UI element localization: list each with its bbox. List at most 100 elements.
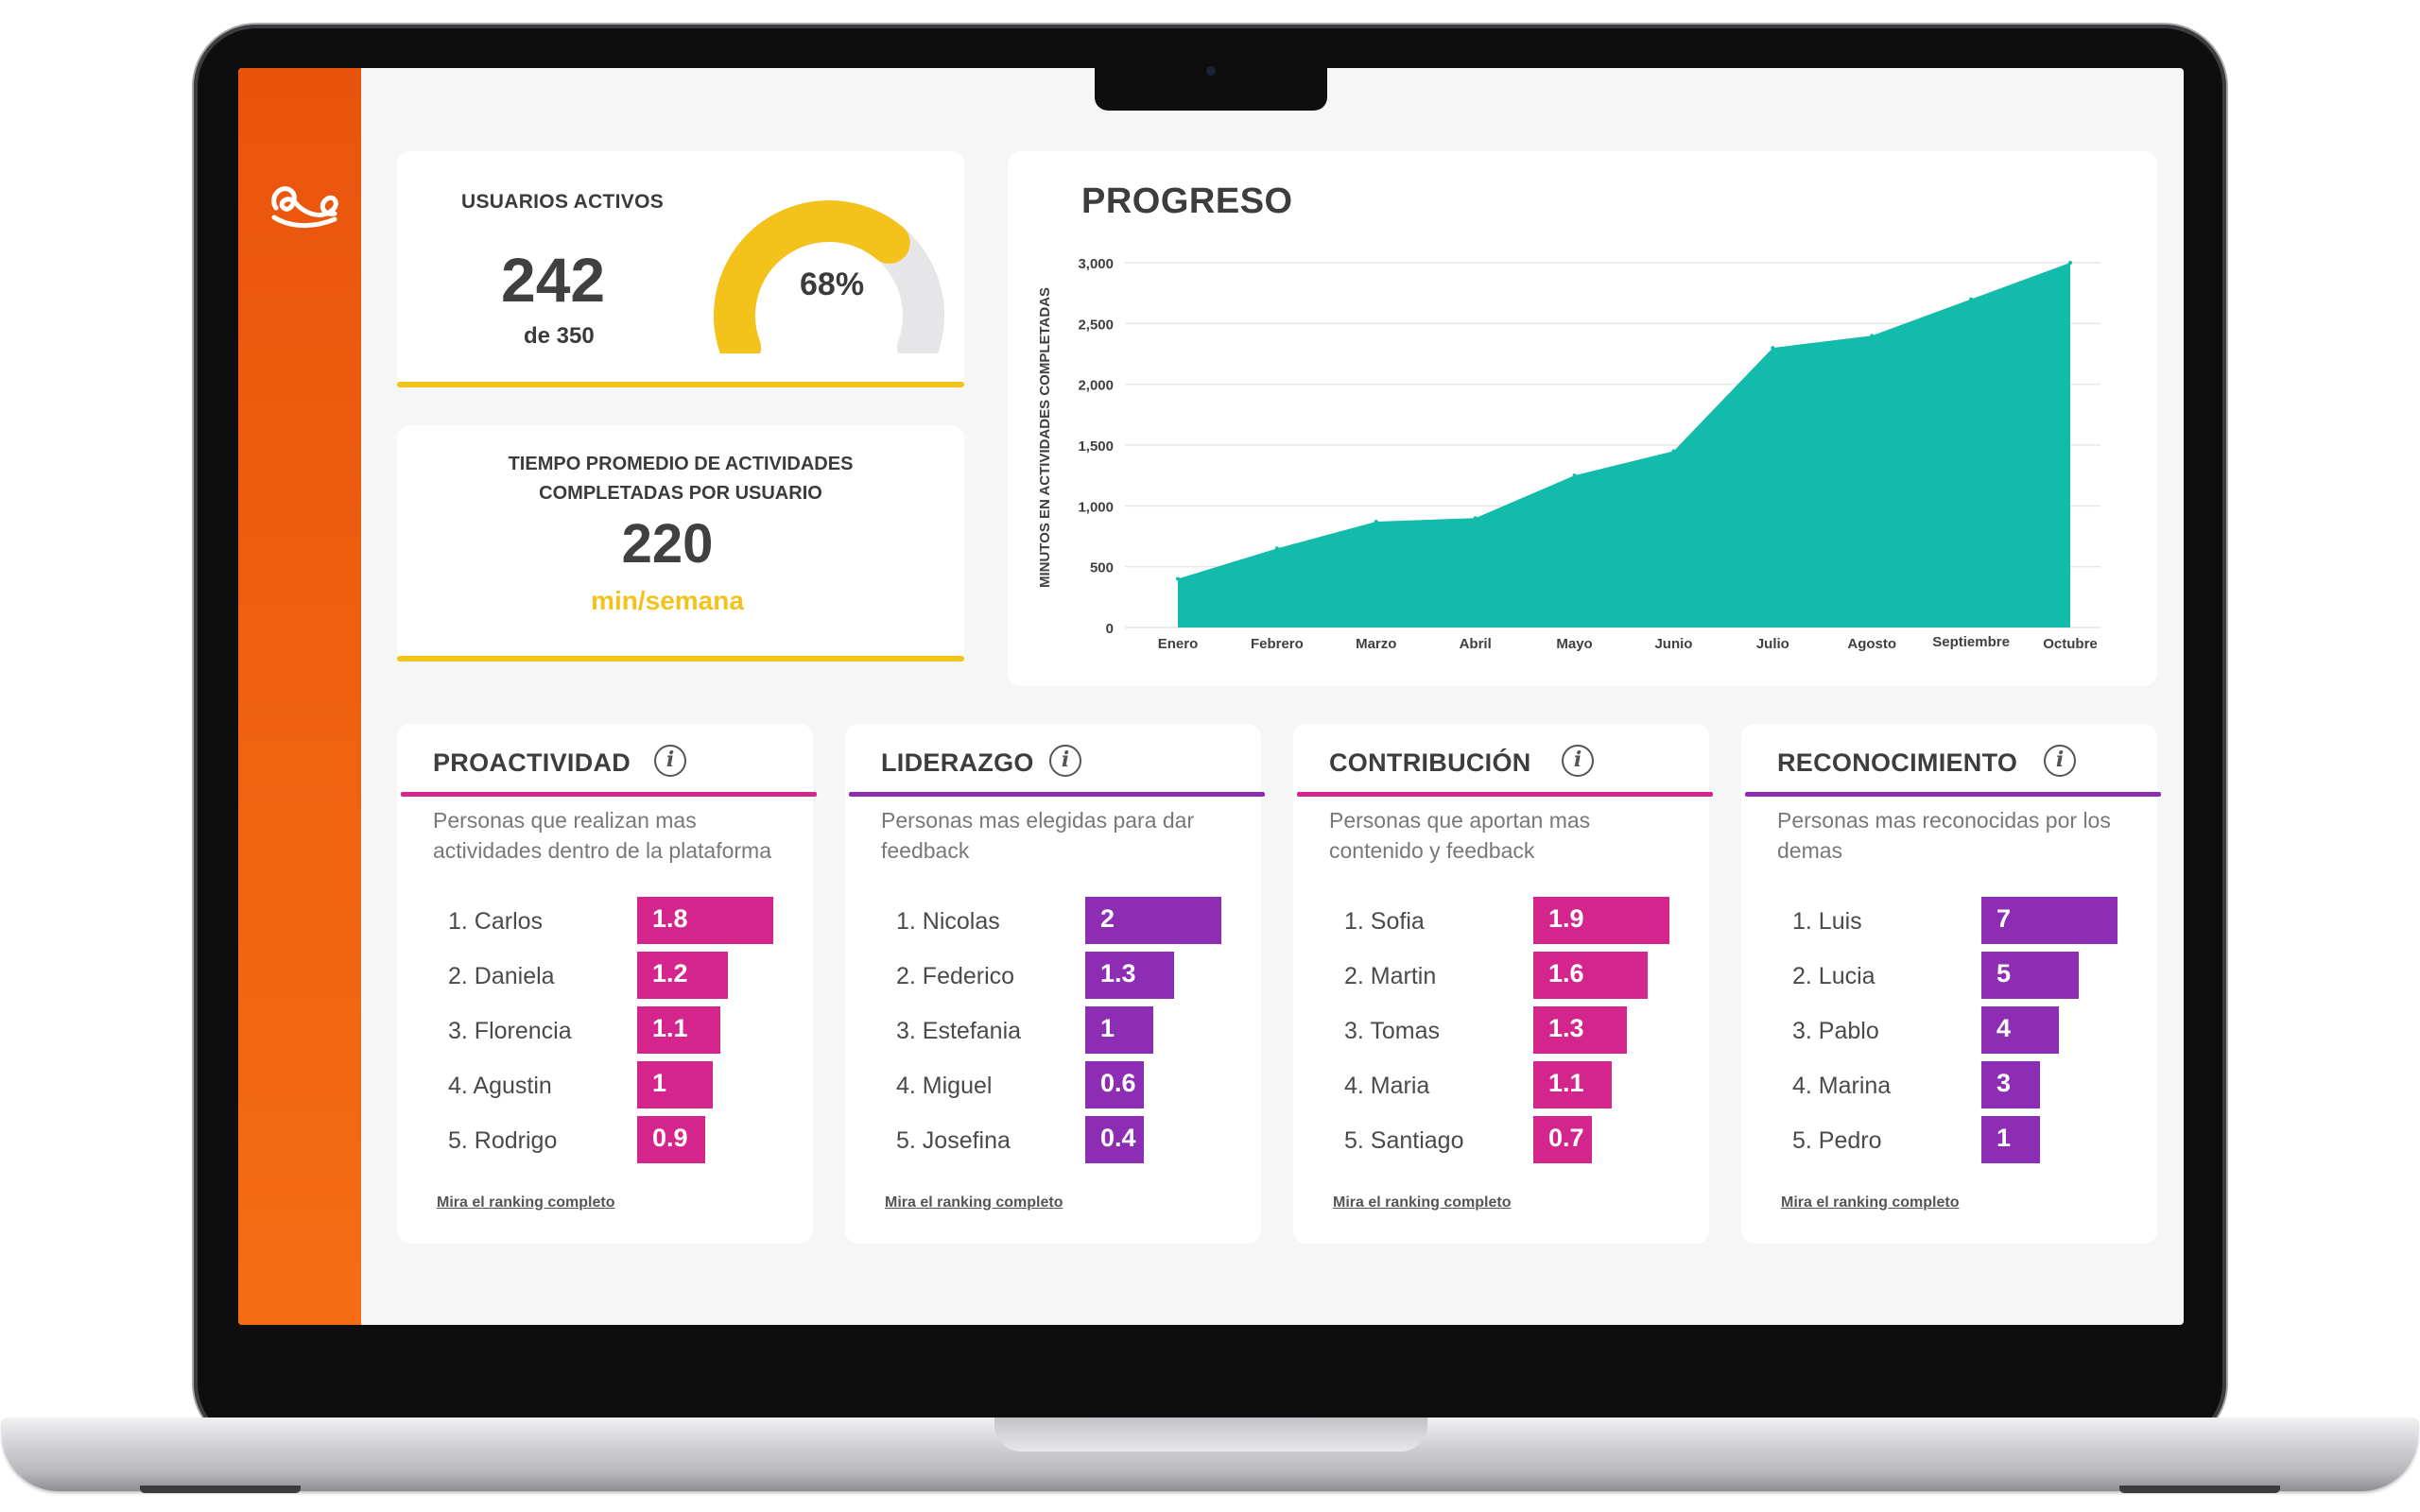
- active-users-count: 242: [501, 245, 606, 315]
- x-tick-label: Septiembre: [1932, 634, 2010, 650]
- ranking-bar: 0.9: [637, 1116, 705, 1163]
- active-users-percent: 68%: [800, 266, 865, 302]
- ranking-name: 2. Federico: [896, 963, 1015, 989]
- ranking-name: 3. Tomas: [1344, 1018, 1440, 1044]
- progress-area: [1178, 263, 2070, 627]
- laptop-foot-right: [2119, 1486, 2280, 1493]
- ranking-description: Personas mas reconocidas por los demas: [1777, 808, 2111, 863]
- x-tick-label: Mayo: [1556, 636, 1592, 652]
- ranking-name: 1. Nicolas: [896, 908, 1000, 935]
- progress-area-chart: 0 500 1,000 1,500 2,000 2,500 3,000 Enero Febrer…: [1037, 256, 2100, 652]
- full-ranking-link[interactable]: Mira el ranking completo: [1781, 1194, 1960, 1211]
- ranking-row: 3. Pablo 4: [1741, 1006, 2157, 1054]
- ranking-row: 2. Daniela 1.2: [397, 952, 813, 999]
- ranking-bar: 1: [1981, 1116, 2040, 1163]
- ranking-bar: 7: [1981, 897, 2118, 944]
- y-tick-label: 1,500: [1078, 438, 1114, 455]
- ranking-description: Personas que realizan mas actividades de…: [433, 808, 771, 863]
- full-ranking-link[interactable]: Mira el ranking completo: [1333, 1194, 1512, 1211]
- data-point: [1274, 546, 1279, 551]
- info-icon[interactable]: i: [2044, 745, 2076, 777]
- ranking-bar: 0.7: [1533, 1116, 1592, 1163]
- y-tick-label: 500: [1090, 560, 1114, 576]
- active-users-total: de 350: [524, 323, 595, 349]
- ranking-row: 2. Martin 1.6: [1293, 952, 1709, 999]
- dashboard-screen: USUARIOS ACTIVOS 242 de 350 68% TIEMPO P…: [238, 68, 2184, 1325]
- data-point: [2068, 261, 2072, 265]
- ranking-bar: 1.1: [637, 1006, 720, 1054]
- ranking-card-reconocimiento: RECONOCIMIENTO i Personas mas reconocidas …: [1741, 724, 2161, 1244]
- camera-notch: [1095, 66, 1327, 111]
- ranking-row: 1. Nicolas 2: [845, 897, 1261, 944]
- ranking-name: 5. Santiago: [1344, 1127, 1464, 1154]
- ranking-row: 5. Santiago 0.7: [1293, 1116, 1709, 1163]
- y-tick-label: 3,000: [1078, 256, 1114, 272]
- ranking-name: 2. Martin: [1344, 963, 1437, 989]
- ranking-bar: 1: [637, 1061, 713, 1108]
- avg-time-value: 220: [621, 513, 714, 575]
- info-icon[interactable]: i: [654, 745, 686, 777]
- ranking-row: 2. Lucia 5: [1741, 952, 2157, 999]
- y-tick-label: 0: [1106, 621, 1114, 637]
- data-point: [1572, 473, 1577, 478]
- progress-chart-card: PROGRESO 0 500 1,000 1,500 2,000 2,500 3,000 En…: [1008, 151, 2157, 686]
- x-tick-label: Julio: [1756, 636, 1789, 652]
- ranking-row: 3. Estefania 1: [845, 1006, 1261, 1054]
- laptop-foot-left: [140, 1486, 301, 1493]
- x-tick-label: Junio: [1654, 636, 1692, 652]
- ranking-card-liderazgo: LIDERAZGO i Personas mas elegidas para dar…: [845, 724, 1265, 1244]
- ranking-bar: 3: [1981, 1061, 2040, 1108]
- ranking-bar: 0.4: [1085, 1116, 1144, 1163]
- ranking-description: Personas que aportan mas contenido y fee…: [1329, 808, 1591, 863]
- ranking-bar: 1.3: [1533, 1006, 1627, 1054]
- ranking-row: 4. Marina 3: [1741, 1061, 2157, 1108]
- ranking-row: 1. Luis 7: [1741, 897, 2157, 944]
- ranking-row: 5. Josefina 0.4: [845, 1116, 1261, 1163]
- ranking-name: 4. Marina: [1792, 1073, 1892, 1099]
- ranking-name: 5. Pedro: [1792, 1127, 1882, 1154]
- ranking-bar: 1.2: [637, 952, 728, 999]
- ranking-bar: 5: [1981, 952, 2079, 999]
- x-tick-label: Marzo: [1356, 636, 1396, 652]
- ranking-name: 1. Sofia: [1344, 908, 1425, 935]
- ranking-row: 1. Sofia 1.9: [1293, 897, 1709, 944]
- ranking-title: LIDERAZGO: [881, 748, 1034, 777]
- ranking-row: 2. Federico 1.3: [845, 952, 1261, 999]
- ranking-row: 5. Rodrigo 0.9: [397, 1116, 813, 1163]
- ranking-card-proactividad: PROACTIVIDAD i Personas que realizan mas a…: [397, 724, 817, 1244]
- ranking-name: 4. Miguel: [896, 1073, 993, 1099]
- ranking-bar: 0.6: [1085, 1061, 1144, 1108]
- avg-time-unit: min/semana: [591, 586, 744, 615]
- laptop-base-notch: [994, 1418, 1427, 1452]
- progress-chart-title: PROGRESO: [1081, 181, 1293, 221]
- ranking-name: 4. Maria: [1344, 1073, 1430, 1099]
- ranking-row: 4. Agustin 1: [397, 1061, 813, 1108]
- x-tick-label: Abril: [1460, 636, 1492, 652]
- camera-icon: [1206, 66, 1216, 76]
- ranking-title: PROACTIVIDAD: [433, 748, 631, 777]
- avg-time-card: TIEMPO PROMEDIO DE ACTIVIDADES COMPLETAD…: [397, 425, 964, 662]
- info-icon[interactable]: i: [1562, 745, 1594, 777]
- ranking-bar: 2: [1085, 897, 1221, 944]
- ranking-divider: [1745, 792, 2161, 797]
- ranking-description: Personas mas elegidas para dar feedback: [881, 808, 1195, 863]
- ranking-name: 2. Lucia: [1792, 963, 1876, 989]
- full-ranking-link[interactable]: Mira el ranking completo: [885, 1194, 1063, 1211]
- data-point: [1870, 334, 1875, 338]
- ranking-divider: [1297, 792, 1713, 797]
- ranking-name: 1. Luis: [1792, 908, 1862, 935]
- data-point: [1969, 297, 1974, 301]
- x-tick-label: Enero: [1158, 636, 1199, 652]
- ranking-title: CONTRIBUCIÓN: [1329, 748, 1531, 777]
- active-users-gauge: [714, 200, 944, 353]
- avg-time-underline: [397, 656, 964, 662]
- ranking-name: 5. Rodrigo: [448, 1127, 558, 1154]
- y-tick-label: 2,500: [1078, 317, 1114, 333]
- ranking-row: 3. Florencia 1.1: [397, 1006, 813, 1054]
- x-tick-label: Febrero: [1251, 636, 1304, 652]
- info-icon[interactable]: i: [1049, 745, 1081, 777]
- app-logo-icon[interactable]: [267, 172, 348, 236]
- full-ranking-link[interactable]: Mira el ranking completo: [437, 1194, 615, 1211]
- ranking-name: 3. Pablo: [1792, 1018, 1879, 1044]
- x-tick-label: Octubre: [2043, 636, 2098, 652]
